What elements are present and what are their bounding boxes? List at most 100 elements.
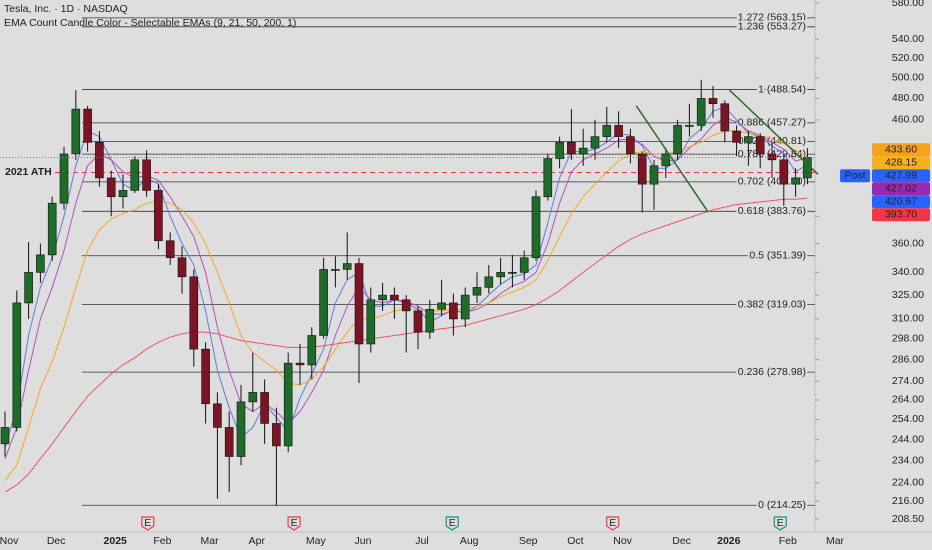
y-tick-label: 254.00: [892, 413, 924, 425]
candle-body: [71, 108, 81, 155]
x-tick-label: 2025: [104, 535, 128, 547]
y-tick-label: 224.00: [892, 477, 924, 489]
candle-body: [460, 294, 470, 320]
candle-body: [696, 98, 706, 126]
candle-body: [106, 177, 116, 198]
candle-body: [602, 125, 612, 137]
candle-body: [755, 136, 765, 155]
candle-body: [484, 276, 494, 288]
price-tag-label: 427.02: [885, 183, 917, 195]
candle-body: [224, 427, 234, 457]
candle-body: [47, 202, 57, 256]
candle-body: [519, 257, 529, 273]
candle-body: [272, 423, 281, 447]
candle-body: [366, 299, 376, 345]
x-tick-label: Dec: [47, 535, 66, 547]
candle-body: [390, 294, 399, 301]
candle-body: [425, 308, 435, 333]
candle-body: [378, 294, 387, 301]
fib-label: 0 (214.25): [758, 499, 806, 511]
candle-body: [95, 142, 104, 179]
candle-body: [626, 136, 635, 155]
candle-body: [413, 310, 423, 333]
y-tick-label: 310.00: [892, 313, 924, 325]
price-tag: [872, 208, 930, 222]
x-tick-label: 2026: [717, 535, 741, 547]
candle-body: [342, 263, 352, 270]
candle-body: [732, 130, 741, 143]
candle-body: [154, 190, 163, 242]
post-tag: [840, 169, 870, 183]
fib-label: 0.236 (278.98): [738, 366, 806, 378]
candle-body: [708, 98, 718, 105]
y-tick-label: 580.00: [892, 0, 924, 9]
event-marker: [445, 516, 459, 531]
price-tag-label: 393.70: [885, 209, 917, 221]
price-tag: [872, 143, 930, 157]
post-tag-label: Post: [844, 170, 865, 182]
y-tick-label: 208.50: [892, 513, 924, 525]
y-tick-label: 500.00: [892, 72, 924, 84]
candle-body: [649, 165, 659, 185]
x-tick-label: Sep: [519, 535, 538, 547]
price-tag: [872, 156, 930, 170]
x-tick-label: Apr: [249, 535, 266, 547]
x-tick-label: Nov: [0, 535, 19, 547]
fib-label: 1.272 (563.15): [738, 12, 806, 24]
candle-body: [59, 153, 69, 204]
reference-label: 2021 ATH: [5, 166, 52, 178]
candle-body: [189, 276, 199, 350]
candle-body: [248, 392, 258, 403]
y-tick-label: 274.00: [892, 375, 924, 387]
candle-body: [354, 263, 364, 345]
candle-body: [472, 287, 482, 296]
candle-body: [661, 153, 671, 167]
price-tag-label: 427.99: [885, 170, 917, 182]
candle-body: [0, 427, 10, 445]
trendline: [729, 89, 819, 175]
candle-body: [637, 153, 647, 185]
candle-body: [543, 158, 553, 198]
y-tick-label: 325.00: [892, 289, 924, 301]
x-tick-label: Oct: [567, 535, 583, 547]
event-label: E: [449, 517, 456, 529]
fib-label: 0.618 (383.76): [738, 205, 806, 217]
candle-body: [767, 153, 777, 161]
candle-body: [213, 403, 222, 428]
x-tick-label: Mar: [826, 535, 845, 547]
candle-body: [295, 362, 305, 366]
y-tick-label: 216.00: [892, 495, 924, 507]
fib-label: 1.236 (553.27): [738, 21, 806, 33]
x-tick-label: Jul: [415, 535, 428, 547]
x-tick-label: Aug: [460, 535, 479, 547]
candle-body: [531, 196, 541, 259]
event-label: E: [777, 517, 784, 529]
price-tag: [872, 182, 930, 196]
fib-label: 0.382 (319.03): [738, 298, 806, 310]
y-tick-label: 298.00: [892, 333, 924, 345]
event-marker: [141, 516, 155, 531]
y-tick-label: 264.00: [892, 394, 924, 406]
candle-body: [673, 125, 682, 155]
candle-body: [720, 103, 730, 132]
fib-label: 0.826 (440.81): [738, 135, 806, 147]
candle-body: [12, 302, 22, 428]
candle-body: [437, 302, 446, 310]
y-tick-label: 286.00: [892, 353, 924, 365]
x-tick-label: Dec: [672, 535, 691, 547]
event-marker: [287, 516, 301, 531]
price-tag-label: 433.60: [885, 144, 917, 156]
candle-body: [685, 125, 694, 127]
y-tick-label: 340.00: [892, 266, 924, 278]
price-axis: [815, 0, 932, 550]
candle-body: [165, 240, 175, 259]
x-tick-label: Feb: [153, 535, 171, 547]
trendline: [635, 105, 709, 213]
y-tick-label: 540.00: [892, 33, 924, 45]
candle-body: [567, 142, 576, 155]
chart-title: Tesla, Inc. · 1D · NASDAQ: [4, 3, 128, 15]
candle-body: [614, 125, 623, 137]
candle-body: [24, 272, 33, 304]
price-tag: [872, 195, 930, 209]
